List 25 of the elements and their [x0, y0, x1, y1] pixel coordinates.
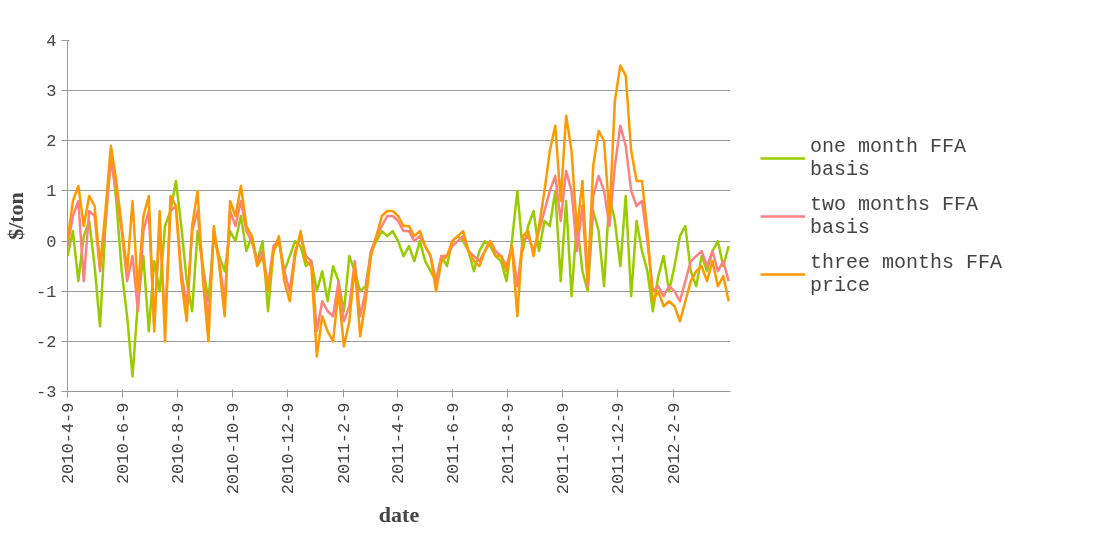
y-tick-label: -1 — [36, 282, 57, 302]
y-tick-label: 0 — [46, 232, 57, 252]
x-tick-label: 2011-8-9 — [498, 402, 518, 485]
legend-label: two months FFA basis — [810, 191, 979, 241]
x-tick-label: 2010-4-9 — [59, 402, 78, 485]
y-tick-label: 2 — [46, 132, 57, 152]
x-tick-label: 2011-2-9 — [335, 402, 355, 485]
x-tick-label: 2010-12-9 — [279, 402, 299, 495]
x-tick-label: 2011-10-9 — [553, 402, 573, 495]
x-tick-label: 2011-4-9 — [388, 402, 408, 485]
legend-label: three months FFA price — [810, 249, 1003, 299]
x-tick-label: 2011-6-9 — [443, 402, 463, 485]
x-tick-label: 2012-2-9 — [665, 402, 685, 485]
x-tick-label: 2011-12-9 — [609, 402, 629, 495]
legend-label: one month FFA basis — [810, 133, 967, 183]
x-axis-title: date — [378, 502, 420, 528]
y-axis-title: $/ton — [3, 192, 29, 240]
y-tick-label: 3 — [46, 82, 57, 102]
y-tick-label: 1 — [46, 182, 57, 202]
y-tick-label: -2 — [36, 332, 57, 352]
y-tick-label: -3 — [36, 383, 57, 402]
x-tick-label: 2010-10-9 — [224, 402, 244, 495]
x-tick-label: 2010-6-9 — [114, 402, 134, 485]
y-tick-label: 4 — [46, 32, 57, 51]
x-tick-label: 2010-8-9 — [169, 402, 189, 485]
